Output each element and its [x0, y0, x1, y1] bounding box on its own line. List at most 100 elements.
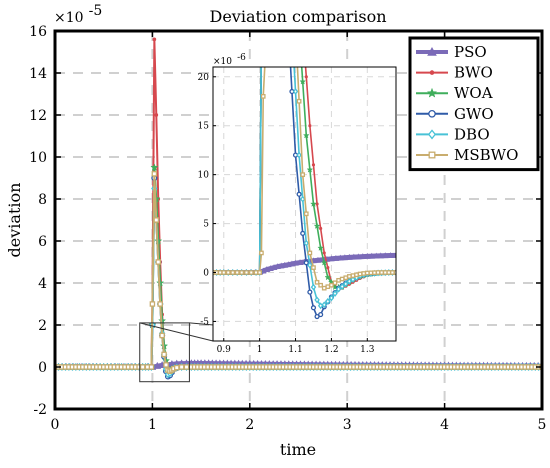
inset-point-pso	[355, 253, 362, 260]
data-point-msbwo	[183, 364, 190, 370]
inset-point-pso	[364, 252, 371, 259]
inset-x-tick-label: 0.9	[217, 345, 232, 355]
legend-entry-msbwo: MSBWO	[416, 146, 518, 164]
inset-point-dbo	[346, 277, 353, 285]
legend-swatch-marker	[428, 151, 436, 159]
inset-point-dbo	[335, 285, 342, 293]
inset-x-tick-label: 1.1	[288, 345, 302, 355]
inset-point-pso	[332, 255, 340, 261]
inset-series-msbwo	[213, 67, 396, 291]
y-multiplier-exponent: -5	[89, 3, 103, 19]
inset-point-pso	[292, 259, 299, 266]
data-point-msbwo	[159, 332, 165, 339]
legend-entry-woa: WOA	[416, 84, 493, 102]
data-point-bwo	[154, 113, 159, 117]
inset-point-msbwo	[253, 270, 259, 275]
inset-x-tick-label: 1	[257, 345, 263, 355]
inset-point-gwo	[296, 191, 302, 197]
inset-point-dbo	[307, 261, 313, 269]
inset-point-dbo	[339, 283, 345, 290]
y-tick-label: 16	[29, 24, 47, 40]
inset-y-tick-label: 5	[203, 220, 209, 230]
y-tick-label: 6	[38, 234, 47, 250]
inset-point-msbwo	[329, 282, 334, 288]
data-point-msbwo	[139, 364, 146, 370]
x-tick-label: 0	[51, 417, 60, 433]
inset-point-msbwo	[393, 270, 396, 275]
inset-point-msbwo	[361, 271, 367, 276]
data-point-bwo	[152, 37, 157, 42]
inset-y-tick-label: 20	[198, 73, 210, 83]
inset-point-msbwo	[225, 270, 231, 275]
inset-point-msbwo	[382, 270, 388, 275]
inset-point-pso	[341, 254, 349, 261]
legend-label: PSO	[454, 43, 487, 61]
inset-point-dbo	[299, 195, 306, 203]
inset-point-msbwo	[343, 275, 349, 281]
inset-point-msbwo	[386, 270, 392, 275]
legend-swatch-marker	[426, 87, 438, 98]
inset-point-pso	[381, 252, 389, 259]
inset-point-bwo	[322, 251, 326, 255]
inset-point-msbwo	[300, 172, 306, 177]
x-tick-label: 4	[440, 417, 449, 433]
inset-point-bwo	[319, 226, 323, 231]
inset-point-msbwo	[217, 270, 223, 275]
data-point-msbwo	[173, 364, 180, 371]
inset-point-msbwo	[332, 280, 338, 286]
legend-entry-dbo: DBO	[416, 125, 490, 143]
y-tick-label: 8	[38, 192, 47, 208]
legend-entry-gwo: GWO	[416, 105, 494, 123]
inset-point-pso	[377, 252, 384, 259]
x-tick-label: 5	[538, 417, 547, 433]
x-axis-title: time	[280, 440, 316, 459]
inset-y-tick-label: 15	[198, 122, 210, 132]
inset-point-msbwo	[379, 270, 384, 275]
inset-point-msbwo	[314, 279, 320, 285]
y-tick-label: 2	[38, 318, 47, 334]
data-point-woa	[150, 163, 159, 171]
inset-point-msbwo	[239, 270, 245, 275]
inset-point-msbwo	[390, 270, 395, 275]
inset-point-msbwo	[339, 276, 345, 282]
inset-point-pso	[373, 252, 380, 259]
inset-point-woa	[324, 273, 332, 281]
legend-label: MSBWO	[454, 146, 518, 164]
legend-swatch-marker	[427, 46, 437, 56]
inset-point-pso	[387, 252, 394, 258]
inset-point-msbwo	[244, 270, 249, 275]
plot-frame	[53, 29, 544, 411]
inset-point-gwo	[318, 312, 324, 318]
inset-axis-ticks: 0.9 1 1.1 1.2 1.3 -5 0 5 10 15 20	[198, 73, 375, 355]
y-tick-label: 0	[38, 360, 47, 376]
inset-point-woa	[320, 259, 328, 266]
inset-point-gwo	[303, 260, 309, 266]
inset-point-msbwo	[368, 270, 374, 276]
inset-point-woa	[306, 166, 314, 173]
inset-point-dbo	[325, 297, 331, 305]
inset-point-dbo	[292, 88, 299, 95]
data-point-msbwo	[161, 351, 167, 358]
inset-point-gwo	[307, 289, 313, 295]
inset-point-msbwo	[350, 273, 356, 278]
data-point-msbwo	[153, 217, 160, 223]
legend: PSO BWO WOA GWO DBO MSBWO	[408, 36, 540, 172]
inset-point-msbwo	[257, 270, 262, 275]
inset-point-dbo	[314, 296, 320, 304]
inset-point-bwo	[326, 266, 330, 270]
legend-label: DBO	[454, 125, 490, 143]
inset-point-msbwo	[357, 271, 363, 277]
legend-label: BWO	[454, 64, 493, 82]
data-point-msbwo	[178, 364, 185, 370]
inset-point-msbwo	[354, 272, 359, 278]
legend-label: WOA	[454, 84, 493, 102]
x-tick-label: 2	[245, 417, 254, 433]
inset-point-msbwo	[336, 277, 341, 283]
inset-point-dbo	[303, 239, 310, 247]
inset-multiplier-base: ×10	[213, 57, 232, 67]
inset-x-tick-label: 1.2	[324, 345, 338, 355]
legend-box	[408, 36, 540, 172]
inset-point-dbo	[296, 151, 302, 159]
zoom-box	[139, 322, 190, 383]
y-multiplier-base: ×10	[54, 10, 84, 26]
